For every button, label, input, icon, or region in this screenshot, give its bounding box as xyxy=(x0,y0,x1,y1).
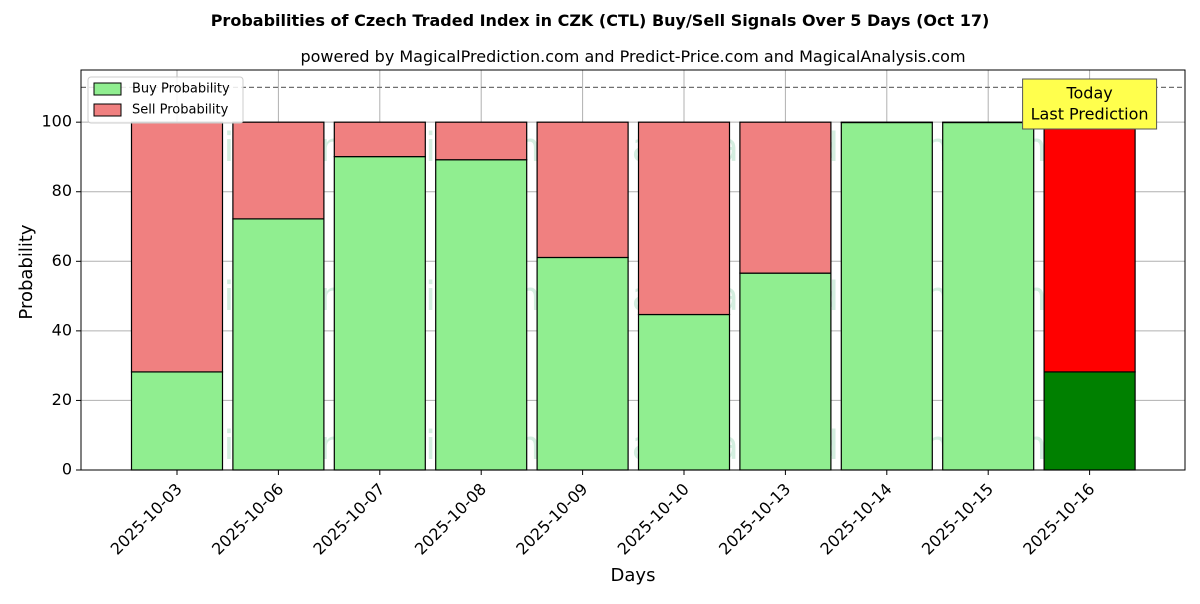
y-tick-label: 60 xyxy=(52,251,72,270)
x-tick-label: 2025-10-07 xyxy=(309,479,388,558)
annotation-text: Last Prediction xyxy=(1031,105,1149,124)
x-tick-label: 2025-10-06 xyxy=(208,479,287,558)
y-axis-label: Probability xyxy=(16,224,37,319)
buy-bar xyxy=(233,219,324,470)
sell-bar xyxy=(1044,122,1135,372)
x-tick-label: 2025-10-16 xyxy=(1019,479,1098,558)
buy-bar xyxy=(740,273,831,470)
x-tick-label: 2025-10-03 xyxy=(107,479,186,558)
sell-bar xyxy=(233,122,324,219)
x-tick-label: 2025-10-08 xyxy=(411,479,490,558)
buy-bar xyxy=(537,257,628,470)
chart-subtitle: powered by MagicalPrediction.com and Pre… xyxy=(300,47,965,66)
plot-area: MagicalAnalysis.comMagicalPrediction.com… xyxy=(41,70,1185,559)
buy-bar xyxy=(1044,372,1135,470)
y-tick-label: 40 xyxy=(52,320,72,339)
y-tick-label: 0 xyxy=(62,460,72,479)
legend-swatch xyxy=(94,104,121,116)
today-annotation: Today Last Prediction xyxy=(1023,79,1157,129)
x-tick-label: 2025-10-13 xyxy=(715,479,794,558)
sell-bar xyxy=(436,122,527,160)
legend-label: Buy Probability xyxy=(132,82,230,97)
legend-swatch xyxy=(94,83,121,95)
y-tick-label: 80 xyxy=(52,181,72,200)
sell-bar xyxy=(537,122,628,257)
buy-bar xyxy=(436,160,527,470)
legend-label: Sell Probability xyxy=(132,103,229,118)
chart-title: Probabilities of Czech Traded Index in C… xyxy=(211,11,990,30)
x-tick-label: 2025-10-14 xyxy=(816,479,895,558)
buy-bar xyxy=(132,372,223,470)
y-tick-label: 20 xyxy=(52,390,72,409)
buy-bar xyxy=(639,315,730,470)
x-tick-label: 2025-10-15 xyxy=(918,479,997,558)
buy-bar xyxy=(841,123,932,470)
buy-bar xyxy=(334,157,425,470)
x-axis-label: Days xyxy=(611,565,656,586)
buy-bar xyxy=(943,123,1034,470)
sell-bar xyxy=(334,122,425,156)
x-tick-label: 2025-10-09 xyxy=(512,479,591,558)
sell-bar xyxy=(740,122,831,273)
sell-bar xyxy=(132,122,223,372)
y-tick-label: 100 xyxy=(41,112,72,131)
sell-bar xyxy=(639,122,730,314)
legend: Buy Probability Sell Probability xyxy=(88,77,243,123)
x-tick-label: 2025-10-10 xyxy=(614,479,693,558)
annotation-text: Today xyxy=(1065,84,1112,103)
